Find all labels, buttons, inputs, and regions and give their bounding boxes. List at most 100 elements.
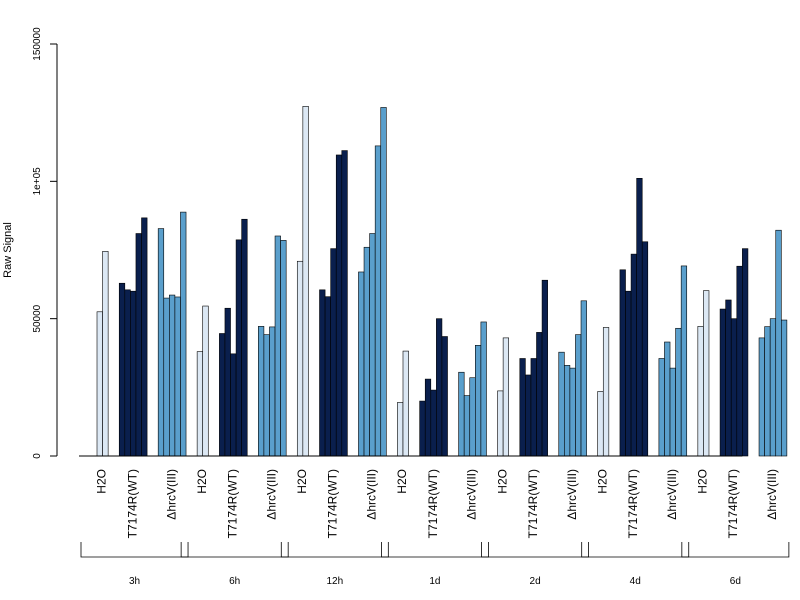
bar xyxy=(675,327,682,457)
bar xyxy=(525,374,532,457)
bar xyxy=(402,350,409,457)
category-label: H2O xyxy=(495,469,509,494)
group-bracket xyxy=(681,542,790,558)
bar xyxy=(202,305,209,457)
bar xyxy=(636,178,643,457)
bar xyxy=(703,290,710,457)
bar xyxy=(196,351,204,457)
category-label: ΔhrcV(III) xyxy=(465,469,479,520)
category-label: ΔhrcV(III) xyxy=(365,469,379,520)
bar xyxy=(180,211,187,457)
bar xyxy=(569,367,576,457)
category-label: T7174R(WT) xyxy=(726,469,740,538)
bar xyxy=(380,107,387,457)
bar xyxy=(475,345,482,457)
bar xyxy=(758,337,765,457)
group-label: 6d xyxy=(730,576,741,587)
bar xyxy=(463,395,471,457)
bar xyxy=(424,378,432,457)
bar xyxy=(619,269,626,457)
bar xyxy=(130,290,137,457)
group-label: 4d xyxy=(630,576,641,587)
bar xyxy=(319,289,326,457)
bar xyxy=(497,390,504,457)
category-label: T7174R(WT) xyxy=(626,469,640,538)
y-axis-title: Raw Signal xyxy=(2,222,14,278)
bar xyxy=(430,389,437,457)
bar xyxy=(541,279,548,457)
bar xyxy=(597,391,604,457)
bar xyxy=(124,289,131,457)
group-bracket xyxy=(581,542,690,558)
y-tick-label: 0 xyxy=(32,453,43,459)
group-bracket xyxy=(80,542,189,558)
bar xyxy=(235,239,242,457)
category-label: T7174R(WT) xyxy=(225,469,239,538)
bar xyxy=(564,365,571,457)
bar xyxy=(258,326,265,457)
bar xyxy=(330,248,337,457)
bar xyxy=(274,235,281,457)
bar xyxy=(241,218,248,457)
bar xyxy=(530,358,537,457)
group-bracket xyxy=(180,542,289,558)
bar xyxy=(458,371,465,457)
category-label: H2O xyxy=(595,469,609,494)
bar xyxy=(580,300,587,457)
bar xyxy=(502,337,510,457)
bar xyxy=(441,336,448,457)
bar xyxy=(302,106,309,457)
category-label: ΔhrcV(III) xyxy=(765,469,779,520)
bar xyxy=(719,308,726,457)
category-label: T7174R(WT) xyxy=(426,469,440,538)
bar xyxy=(697,326,704,457)
bar xyxy=(263,334,270,457)
category-label: T7174R(WT) xyxy=(326,469,340,538)
group-bracket xyxy=(381,542,489,558)
bar xyxy=(141,217,148,457)
group-label: 1d xyxy=(429,576,440,587)
y-tick-label: 50000 xyxy=(32,304,43,332)
group-bracket xyxy=(280,542,389,558)
bar xyxy=(781,319,788,457)
bar xyxy=(157,228,165,457)
bar xyxy=(135,233,142,457)
bar xyxy=(358,271,365,457)
bar xyxy=(230,353,237,457)
bar xyxy=(219,333,226,457)
bar xyxy=(730,318,738,457)
bar xyxy=(397,402,404,457)
category-label: ΔhrcV(III) xyxy=(164,469,178,520)
bar xyxy=(363,246,370,457)
category-label: H2O xyxy=(295,469,309,494)
bar xyxy=(169,294,176,457)
group-label: 12h xyxy=(326,576,343,587)
group-label: 6h xyxy=(229,576,240,587)
bar xyxy=(725,299,732,457)
category-label: ΔhrcV(III) xyxy=(264,469,278,520)
bar xyxy=(742,248,749,457)
bar xyxy=(519,358,526,457)
bar xyxy=(469,377,476,457)
bar xyxy=(335,154,343,457)
category-label: H2O xyxy=(696,469,710,494)
bar xyxy=(536,332,543,457)
bar xyxy=(280,240,287,457)
bar xyxy=(575,334,582,457)
bar xyxy=(625,290,632,457)
bar xyxy=(558,351,565,457)
bar xyxy=(269,326,276,457)
bar xyxy=(224,307,231,457)
group-label: 2d xyxy=(530,576,541,587)
bar xyxy=(102,251,109,457)
group-bracket xyxy=(481,542,589,558)
category-label: ΔhrcV(III) xyxy=(565,469,579,520)
category-label: H2O xyxy=(395,469,409,494)
bar xyxy=(369,233,376,457)
bar xyxy=(436,318,443,457)
bar xyxy=(680,265,688,457)
group-label: 3h xyxy=(129,576,140,587)
bar xyxy=(324,296,331,457)
category-label: T7174R(WT) xyxy=(125,469,139,538)
